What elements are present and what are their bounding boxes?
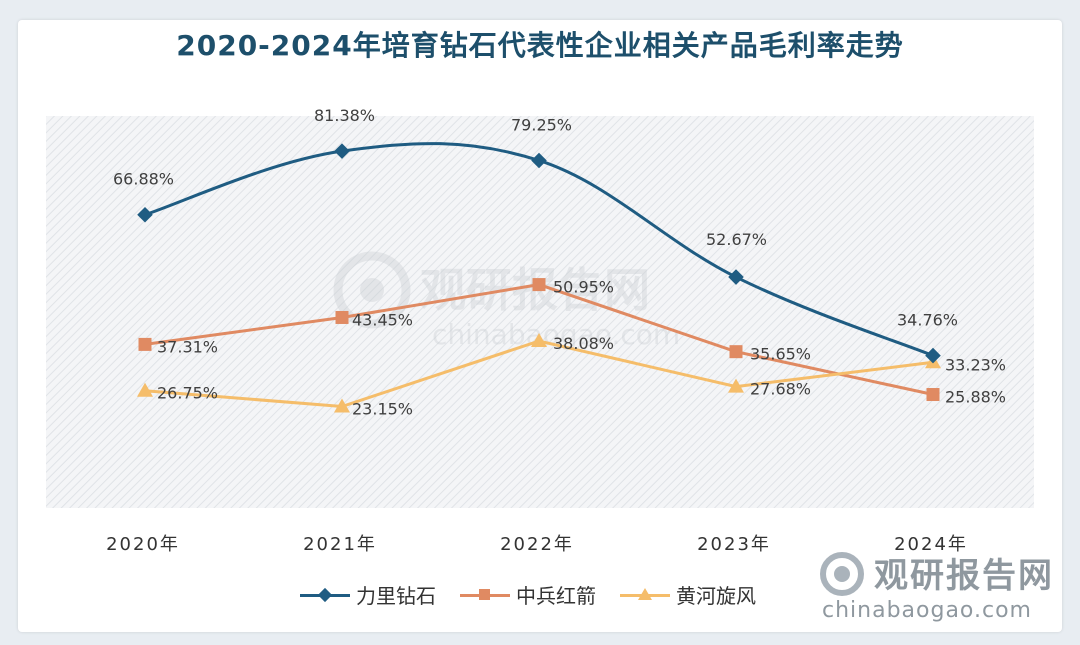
series-2-data-label-4: 35.65% [750,345,811,364]
series-1-data-label-3: 79.25% [511,115,572,134]
legend-item-series-1: 力里钻石 [300,580,436,609]
series-1-point-1 [137,206,153,223]
series-2-data-label-1: 37.31% [157,337,218,356]
series-2-data-label-2: 43.45% [352,310,413,329]
legend-diamond-marker [300,587,350,602]
brand-name-cn: 观研报告网 [874,556,1054,596]
chart-title: 2020-2024年培育钻石代表性企业相关产品毛利率走势 [176,29,904,62]
x-tick-label-1: 2020年 [106,534,180,555]
x-tick-label-2: 2021年 [303,534,377,555]
x-tick-label-5: 2024年 [894,534,968,555]
series-3-point-1 [137,382,153,397]
legend-item-series-2: 中兵红箭 [460,580,596,609]
series-2-point-3 [532,278,546,292]
series-1-data-label-5: 34.76% [897,311,958,330]
series-2-data-label-3: 50.95% [553,278,614,297]
x-tick-label-3: 2022年 [500,534,574,555]
series-2-point-1 [138,337,152,351]
series-1-data-label-1: 66.88% [113,170,174,189]
legend-square-marker [460,588,510,602]
series-2-point-5 [926,388,940,402]
x-tick-label-4: 2023年 [697,534,771,555]
series-1-point-2 [334,143,350,159]
legend-item-series-3: 黄河旋风 [620,580,756,609]
series-3-data-label-4: 27.68% [750,380,811,399]
plot-area [46,116,1034,508]
series-3-data-label-5: 33.23% [945,355,1006,374]
series-3-point-2 [334,398,350,413]
series-1-point-3 [531,152,547,169]
legend-label-series-2: 中兵红箭 [516,584,596,608]
series-1-data-label-4: 52.67% [706,230,767,249]
series-3-data-label-2: 23.15% [352,399,413,418]
legend-label-series-1: 力里钻石 [356,584,436,608]
series-3-data-label-1: 26.75% [157,384,218,403]
series-3-point-4 [728,378,744,393]
series-3-data-label-3: 38.08% [553,334,614,353]
series-2-data-label-5: 25.88% [945,388,1006,407]
chart-legend: 力里钻石 中兵红箭 黄河旋风 [300,580,756,609]
brand-logo-icon [820,552,864,596]
series-3-point-3 [531,333,547,348]
series-2-point-2 [335,310,349,324]
legend-label-series-3: 黄河旋风 [676,584,756,608]
brand-name-en: chinabaogao.com [822,598,1032,623]
brand-watermark: 观研报告网 chinabaogao.com [820,548,1052,628]
legend-triangle-marker [620,587,670,602]
series-2-point-4 [729,345,743,359]
series-1-data-label-2: 81.38% [314,106,375,125]
